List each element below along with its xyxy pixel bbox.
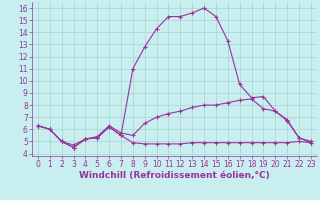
X-axis label: Windchill (Refroidissement éolien,°C): Windchill (Refroidissement éolien,°C) bbox=[79, 171, 270, 180]
